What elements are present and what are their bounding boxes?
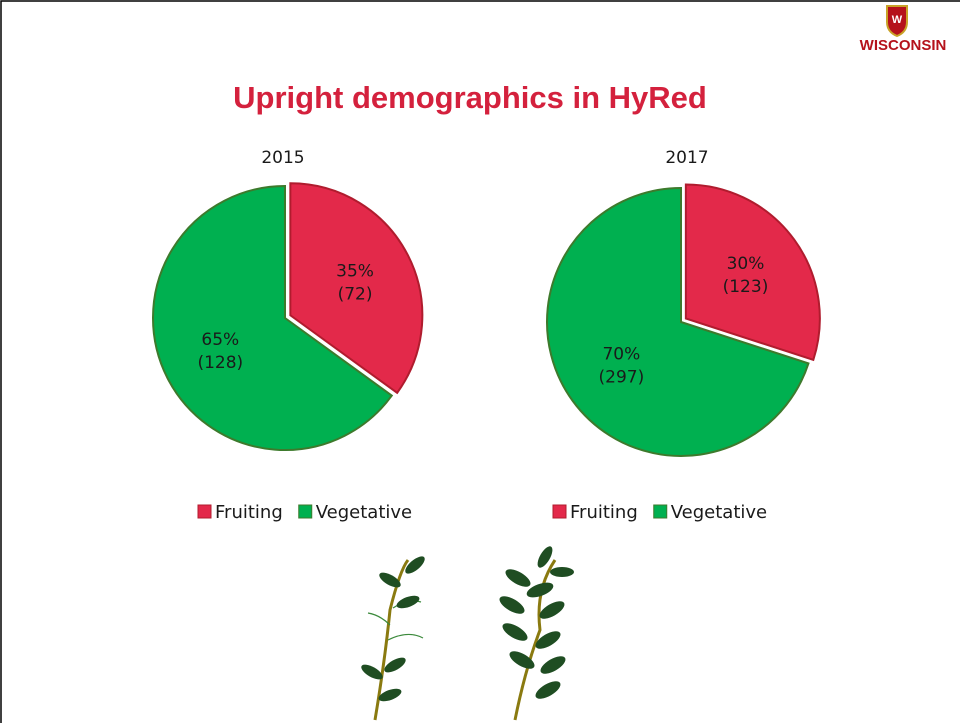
data-label: 30% xyxy=(727,254,765,274)
legend-label: Vegetative xyxy=(671,502,767,523)
legend-swatch xyxy=(654,505,667,518)
plant-leaves xyxy=(359,553,427,703)
legend-swatch xyxy=(198,505,211,518)
legend-label: Fruiting xyxy=(570,502,638,523)
data-label: 70% xyxy=(602,344,640,364)
legend-swatch xyxy=(553,505,566,518)
legend-swatch xyxy=(299,505,312,518)
plant-shoots xyxy=(368,601,423,640)
count-label: (128) xyxy=(197,353,243,373)
count-label: (72) xyxy=(338,284,373,304)
slide-title: Upright demographics in HyRed xyxy=(233,80,707,115)
data-label: 35% xyxy=(336,261,374,281)
logo: W WISCONSIN xyxy=(860,6,947,54)
legend-label: Vegetative xyxy=(316,502,412,523)
data-label: 65% xyxy=(201,330,239,350)
plant-fruiting xyxy=(359,553,427,720)
plant-leaves xyxy=(497,544,574,702)
count-label: (123) xyxy=(723,277,769,297)
chart-subtitle: 2015 xyxy=(261,148,304,168)
legend-label: Fruiting xyxy=(215,502,283,523)
count-label: (297) xyxy=(599,367,645,387)
logo-text: WISCONSIN xyxy=(860,37,947,54)
plant-vegetative xyxy=(497,544,574,720)
slide: Upright demographics in HyRed W WISCONSI… xyxy=(0,0,960,723)
logo-letter: W xyxy=(892,14,903,26)
chart-subtitle: 2017 xyxy=(665,148,708,168)
